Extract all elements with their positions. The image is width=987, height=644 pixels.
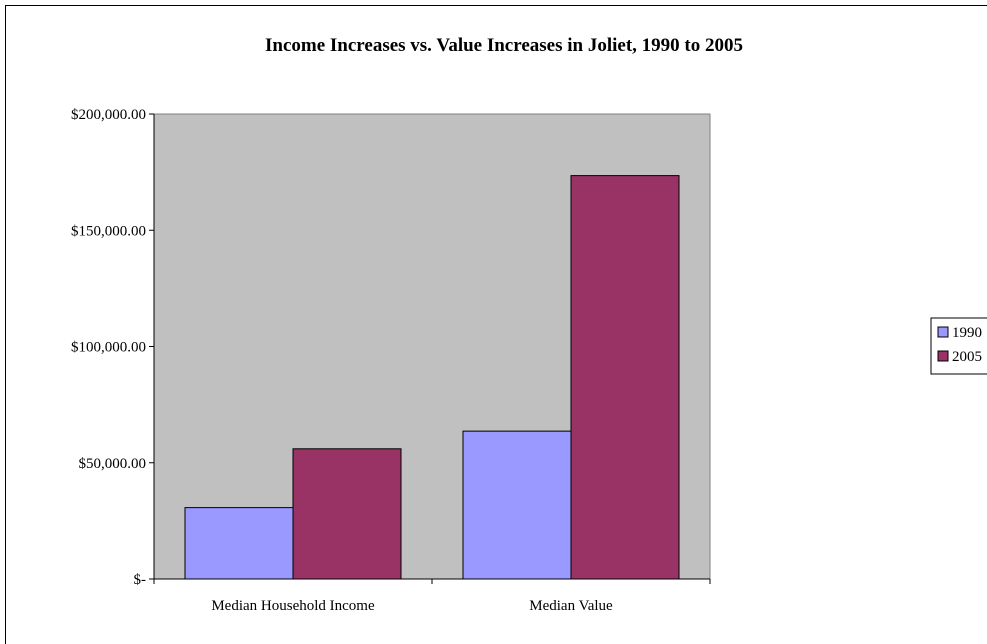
y-tick-label: $50,000.00: [79, 456, 147, 472]
legend-swatch-2005: [937, 350, 949, 362]
bar-2005-0: [292, 448, 402, 580]
legend-label-1990: 1990: [952, 325, 982, 341]
legend: 1990 2005: [930, 317, 987, 375]
chart-title: Income Increases vs. Value Increases in …: [265, 35, 743, 56]
bar-2005-1: [570, 175, 680, 580]
bar-1990-1: [462, 430, 572, 580]
x-category-label: Median Value: [529, 598, 613, 614]
legend-swatch-1990: [937, 326, 949, 338]
legend-label-2005: 2005: [952, 349, 982, 365]
bars-group: [184, 175, 680, 580]
x-category-label: Median Household Income: [211, 598, 375, 614]
y-tick-label: $-: [134, 572, 147, 588]
axes-group: $- $50,000.00 $100,000.00 $150,000.00 $200,0…: [71, 107, 711, 614]
y-tick-label: $100,000.00: [71, 340, 146, 356]
y-tick-label: $150,000.00: [71, 223, 146, 239]
y-tick-label: $200,000.00: [71, 107, 146, 123]
bar-1990-0: [184, 507, 294, 580]
